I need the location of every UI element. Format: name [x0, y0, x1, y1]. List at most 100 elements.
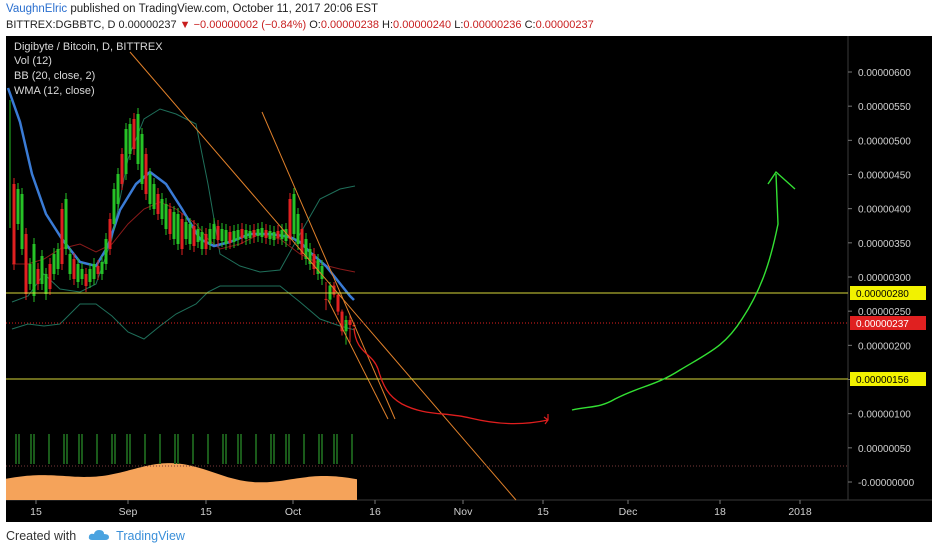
- candle-body: [228, 232, 232, 243]
- candle-body: [200, 232, 204, 249]
- candle-body: [128, 124, 132, 154]
- y-tick-label: 0.00000550: [858, 102, 911, 113]
- candle-body: [72, 259, 76, 279]
- y-tick-label: 0.00000300: [858, 273, 911, 284]
- high-label: H:: [382, 19, 394, 31]
- candle-body: [60, 209, 64, 264]
- candle-body: [316, 260, 320, 274]
- candle-body: [276, 231, 280, 238]
- low-label: L:: [454, 19, 464, 31]
- y-tick-label: 0.00000400: [858, 205, 911, 216]
- price-chart[interactable]: 0.00000600 0.00000550 0.00000500 0.00000450…: [0, 34, 932, 522]
- candle-body: [176, 214, 180, 244]
- legend-item[interactable]: BB (20, close, 2): [14, 70, 95, 82]
- candle-body: [300, 229, 304, 254]
- candle-body: [20, 194, 24, 249]
- candle-body: [16, 189, 20, 224]
- candle-body: [296, 214, 300, 244]
- projection-down-arrow-icon: [543, 414, 549, 425]
- candle-body: [220, 229, 224, 241]
- candle-body: [64, 199, 68, 249]
- candle-body: [184, 222, 188, 239]
- candle-body: [196, 229, 200, 242]
- candle-body: [348, 320, 352, 325]
- plot-background: [6, 36, 848, 500]
- candle-body: [96, 266, 100, 274]
- publish-info: published on TradingView.com, October 11…: [70, 3, 379, 15]
- candle-body: [260, 228, 264, 237]
- time-scale-background: [6, 500, 932, 522]
- x-tick-label: 2018: [788, 506, 812, 518]
- y-tick-label: 0.00000350: [858, 239, 911, 250]
- candle-body: [320, 266, 324, 279]
- symbol-line: BITTREX:DGBBTC, D 0.00000237 ▼ −0.000000…: [6, 17, 926, 33]
- author-link[interactable]: VaughnElric: [6, 3, 68, 15]
- level-price-tag: [850, 286, 926, 300]
- candle-body: [248, 231, 252, 238]
- candle-body: [148, 174, 152, 204]
- legend-item[interactable]: Digibyte / Bitcoin, D, BITTREX: [14, 41, 163, 53]
- symbol-name: BITTREX:DGBBTC, D: [6, 19, 116, 31]
- y-tick-label: 0.00000500: [858, 136, 911, 147]
- projection-up-arrow-icon: [767, 170, 796, 190]
- x-tick-label: Sep: [119, 506, 138, 518]
- last-price-tag: [850, 316, 926, 330]
- candle-body: [224, 230, 228, 244]
- last-price-tag-label: 0.00000237: [856, 319, 909, 330]
- level-price-label: 0.00000280: [856, 289, 909, 300]
- created-with-label: Created with: [6, 529, 77, 543]
- candle-body: [332, 285, 336, 295]
- candle-body: [44, 274, 48, 294]
- legend-item[interactable]: Vol (12): [14, 55, 52, 67]
- low-value: 0.00000236: [463, 19, 522, 31]
- candle-body: [140, 134, 144, 184]
- candle-body: [132, 119, 136, 149]
- candle-body: [252, 230, 256, 237]
- tradingview-brand[interactable]: TradingView: [116, 529, 185, 543]
- x-tick-label: 16: [369, 506, 381, 518]
- candle-body: [268, 231, 272, 239]
- price-change: −0.00000002 (−0.84%): [193, 19, 307, 31]
- candle-body: [56, 249, 60, 269]
- y-tick-label: 0.00000450: [858, 171, 911, 182]
- candle-body: [84, 274, 88, 286]
- candle-body: [280, 230, 284, 239]
- trendline-middle: [261, 111, 396, 420]
- candle-body: [156, 194, 160, 214]
- candle-body: [52, 254, 56, 274]
- y-tick-label: -0.00000000: [858, 478, 915, 489]
- candle-body: [32, 244, 36, 296]
- footer: Created with TradingView: [0, 522, 932, 550]
- price-scale-background: [848, 36, 932, 500]
- level-price-label: 0.00000156: [856, 375, 909, 386]
- candle-body: [324, 298, 328, 300]
- x-tick-label: 15: [537, 506, 549, 518]
- candle-body: [236, 230, 240, 240]
- candle-body: [76, 264, 80, 282]
- candle-body: [336, 294, 340, 312]
- candle-body: [272, 232, 276, 240]
- candle-body: [240, 229, 244, 238]
- open-value: 0.00000238: [320, 19, 379, 31]
- candle-body: [136, 114, 140, 164]
- candle-body: [24, 234, 28, 294]
- y-tick-label: 0.00000050: [858, 444, 911, 455]
- candle-body: [80, 269, 84, 279]
- y-tick-label: 0.00000600: [858, 68, 911, 79]
- candle-body: [168, 209, 172, 234]
- candle-body: [28, 264, 32, 284]
- candle-body: [12, 184, 16, 264]
- candle-body: [36, 269, 40, 284]
- y-tick-label: 0.00000250: [858, 307, 911, 318]
- candle-body: [68, 254, 72, 274]
- down-arrow-icon: ▼: [179, 19, 191, 31]
- candle-body: [40, 256, 44, 284]
- candle-body: [160, 199, 164, 219]
- candle-body: [100, 262, 104, 274]
- candle-body: [104, 239, 108, 264]
- candle-body: [208, 229, 212, 244]
- tradingview-logo-icon[interactable]: [88, 523, 110, 551]
- candle-body: [124, 129, 128, 174]
- legend-item[interactable]: WMA (12, close): [14, 85, 95, 97]
- chart-header: VaughnElric published on TradingView.com…: [6, 2, 926, 33]
